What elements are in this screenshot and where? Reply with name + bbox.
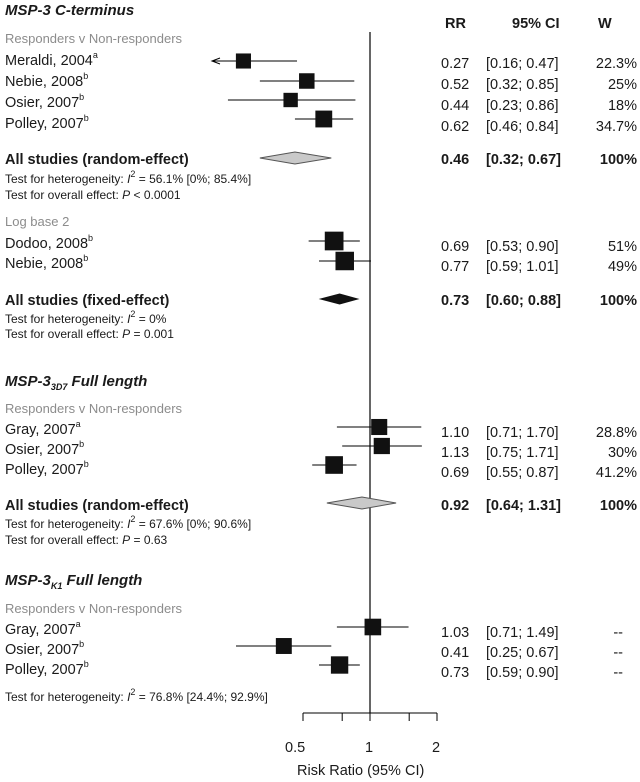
header-rr: RR bbox=[445, 16, 466, 32]
rr-value: 0.44 bbox=[441, 98, 470, 114]
study-point-square bbox=[235, 53, 251, 69]
study-point-square bbox=[325, 456, 343, 474]
study-label: Osier, 2007b bbox=[5, 92, 85, 111]
study-label: Osier, 2007b bbox=[5, 439, 85, 458]
x-tick-label: 1 bbox=[365, 740, 374, 756]
ci-value: [0.32; 0.85] bbox=[486, 77, 559, 93]
study-label: Polley, 2007b bbox=[5, 113, 89, 132]
study-point-square bbox=[335, 251, 354, 271]
rr-value: 1.03 bbox=[441, 625, 470, 641]
overall-effect-test: Test for overall effect: P = 0.001 bbox=[5, 327, 174, 341]
study-point-square bbox=[283, 92, 298, 108]
subtitle-responders: Responders v Non-responders bbox=[5, 31, 183, 46]
rr-value: 0.69 bbox=[441, 239, 470, 255]
summary-ci: [0.60; 0.88] bbox=[486, 293, 561, 309]
x-tick-label: 0.5 bbox=[285, 740, 306, 756]
study-point-square bbox=[324, 231, 344, 251]
weight-value: 34.7% bbox=[595, 119, 637, 135]
weight-value: 18% bbox=[607, 98, 637, 114]
ci-value: [0.46; 0.84] bbox=[486, 119, 559, 135]
x-tick-label: 2 bbox=[432, 740, 441, 756]
header-ci: 95% CI bbox=[512, 16, 560, 32]
header-w: W bbox=[598, 16, 612, 32]
study-point-square bbox=[364, 618, 382, 636]
weight-value: 22.3% bbox=[595, 56, 637, 72]
summary-label: All studies (random-effect) bbox=[5, 498, 189, 514]
rr-value: 0.52 bbox=[441, 77, 470, 93]
rr-value: 1.13 bbox=[441, 445, 470, 461]
weight-value: 41.2% bbox=[595, 465, 637, 481]
summary-diamond bbox=[259, 151, 332, 165]
summary-rr: 0.92 bbox=[441, 498, 470, 514]
study-label: Polley, 2007b bbox=[5, 459, 89, 478]
weight-value: 49% bbox=[607, 259, 637, 275]
weight-value: -- bbox=[613, 625, 623, 641]
ci-value: [0.55; 0.87] bbox=[486, 465, 559, 481]
ci-value: [0.71; 1.70] bbox=[486, 425, 559, 441]
study-point-square bbox=[275, 638, 292, 654]
study-point-square bbox=[315, 110, 333, 128]
summary-rr: 0.73 bbox=[441, 293, 470, 309]
study-point-square bbox=[299, 73, 315, 89]
heterogeneity-test: Test for heterogeneity: I2 = 67.6% [0%; … bbox=[5, 514, 252, 531]
study-label: Gray, 2007a bbox=[5, 619, 81, 638]
rr-value: 0.41 bbox=[441, 645, 470, 661]
x-axis-label: Risk Ratio (95% CI) bbox=[297, 763, 425, 779]
ci-value: [0.53; 0.90] bbox=[486, 239, 559, 255]
study-label: Gray, 2007a bbox=[5, 419, 81, 438]
weight-value: 25% bbox=[607, 77, 637, 93]
section-title-msp3-k1: MSP-3K1 Full length bbox=[5, 572, 143, 591]
summary-ci: [0.32; 0.67] bbox=[486, 152, 561, 168]
summary-weight: 100% bbox=[599, 293, 637, 309]
weight-value: 30% bbox=[607, 445, 637, 461]
study-label: Nebie, 2008b bbox=[5, 71, 89, 90]
weight-value: -- bbox=[613, 665, 623, 681]
heterogeneity-test: Test for heterogeneity: I2 = 76.8% [24.4… bbox=[5, 687, 268, 704]
section-title-msp3-3d7: MSP-33D7 Full length bbox=[5, 373, 148, 392]
overall-effect-test: Test for overall effect: P < 0.0001 bbox=[5, 188, 181, 202]
rr-value: 0.77 bbox=[441, 259, 470, 275]
subtitle-responders: Responders v Non-responders bbox=[5, 601, 183, 616]
summary-diamond bbox=[318, 293, 360, 305]
subtitle-log-base-2: Log base 2 bbox=[5, 214, 70, 229]
study-point-square bbox=[373, 437, 390, 455]
summary-weight: 100% bbox=[599, 152, 637, 168]
ci-value: [0.59; 1.01] bbox=[486, 259, 559, 275]
ci-arrow-left bbox=[210, 57, 221, 65]
rr-value: 0.62 bbox=[441, 119, 470, 135]
rr-value: 0.73 bbox=[441, 665, 470, 681]
ci-value: [0.25; 0.67] bbox=[486, 645, 559, 661]
summary-label: All studies (fixed-effect) bbox=[5, 293, 170, 309]
weight-value: -- bbox=[613, 645, 623, 661]
study-point-square bbox=[330, 656, 349, 674]
ci-value: [0.59; 0.90] bbox=[486, 665, 559, 681]
rr-value: 1.10 bbox=[441, 425, 470, 441]
summary-diamond bbox=[326, 496, 397, 510]
summary-ci: [0.64; 1.31] bbox=[486, 498, 561, 514]
rr-value: 0.27 bbox=[441, 56, 470, 72]
summary-label: All studies (random-effect) bbox=[5, 152, 189, 168]
section-title-msp3-cterminus: MSP-3 C-terminus bbox=[5, 2, 135, 19]
subtitle-responders: Responders v Non-responders bbox=[5, 401, 183, 416]
ci-value: [0.23; 0.86] bbox=[486, 98, 559, 114]
heterogeneity-test: Test for heterogeneity: I2 = 0% bbox=[5, 309, 167, 326]
weight-value: 28.8% bbox=[595, 425, 637, 441]
study-label: Nebie, 2008b bbox=[5, 253, 89, 272]
rr-value: 0.69 bbox=[441, 465, 470, 481]
ci-value: [0.75; 1.71] bbox=[486, 445, 559, 461]
study-label: Osier, 2007b bbox=[5, 639, 85, 658]
overall-effect-test: Test for overall effect: P = 0.63 bbox=[5, 533, 168, 547]
weight-value: 51% bbox=[607, 239, 637, 255]
study-label: Dodoo, 2008b bbox=[5, 233, 94, 252]
study-label: Polley, 2007b bbox=[5, 659, 89, 678]
study-point-square bbox=[371, 418, 388, 436]
study-label: Meraldi, 2004a bbox=[5, 50, 98, 69]
summary-rr: 0.46 bbox=[441, 152, 470, 168]
summary-weight: 100% bbox=[599, 498, 637, 514]
ci-value: [0.16; 0.47] bbox=[486, 56, 559, 72]
heterogeneity-test: Test for heterogeneity: I2 = 56.1% [0%; … bbox=[5, 169, 252, 186]
ci-value: [0.71; 1.49] bbox=[486, 625, 559, 641]
